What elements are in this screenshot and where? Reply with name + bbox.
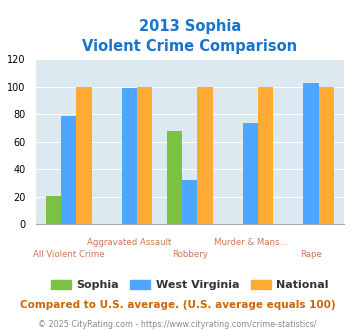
Bar: [304, 83, 319, 224]
Bar: [61, 116, 76, 224]
Text: Aggravated Assault: Aggravated Assault: [87, 238, 171, 247]
Bar: [243, 123, 258, 224]
Bar: [197, 87, 213, 224]
Text: Robbery: Robbery: [172, 250, 208, 259]
Legend: Sophia, West Virginia, National: Sophia, West Virginia, National: [47, 275, 333, 295]
Bar: [46, 195, 61, 224]
Bar: [182, 181, 197, 224]
Text: Murder & Mans...: Murder & Mans...: [214, 238, 287, 247]
Bar: [258, 87, 273, 224]
Text: © 2025 CityRating.com - https://www.cityrating.com/crime-statistics/: © 2025 CityRating.com - https://www.city…: [38, 320, 317, 329]
Text: Rape: Rape: [300, 250, 322, 259]
Bar: [76, 87, 92, 224]
Bar: [137, 87, 152, 224]
Bar: [319, 87, 334, 224]
Text: All Violent Crime: All Violent Crime: [33, 250, 105, 259]
Title: 2013 Sophia
Violent Crime Comparison: 2013 Sophia Violent Crime Comparison: [82, 19, 297, 54]
Bar: [122, 88, 137, 224]
Bar: [167, 131, 182, 224]
Text: Compared to U.S. average. (U.S. average equals 100): Compared to U.S. average. (U.S. average …: [20, 300, 335, 310]
